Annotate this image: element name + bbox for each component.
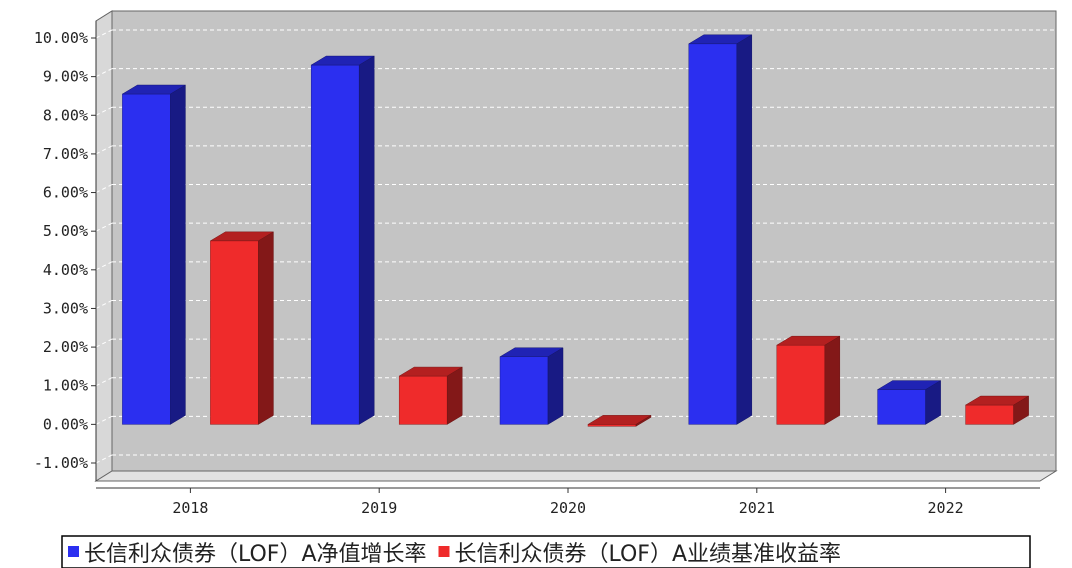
bar-side [170, 84, 186, 425]
y-tick-label: 4.00% [43, 261, 88, 279]
y-tick-label: -1.00% [34, 454, 88, 472]
x-axis: 2018 2019 2020 2021 2022 [96, 487, 1040, 517]
y-tick-label: 1.00% [43, 377, 88, 395]
bar-front [398, 375, 448, 425]
bar-front [776, 344, 826, 425]
bar-benchmark-2020 [587, 414, 652, 427]
y-tick-label: 0.00% [43, 415, 88, 433]
legend: 长信利众债券（LOF）A净值增长率 长信利众债券（LOF）A业绩基准收益率 [61, 535, 1031, 568]
gridline-side [95, 106, 113, 116]
bar-benchmark-2019 [398, 366, 464, 425]
legend-swatch-0 [68, 546, 79, 557]
bar-nav-growth-2021 [687, 34, 753, 425]
x-tick-label: 2020 [550, 499, 586, 517]
y-tick-label: 5.00% [43, 222, 88, 240]
bar-side [547, 347, 564, 425]
bar-side [258, 231, 274, 425]
legend-label-0: 长信利众债券（LOF）A净值增长率 [84, 542, 427, 567]
y-tick-label: 7.00% [43, 145, 88, 163]
gridline-side [95, 145, 113, 155]
side-wall [95, 10, 113, 482]
legend-label-1: 长信利众债券（LOF）A业绩基准收益率 [455, 542, 842, 567]
bar-side [824, 335, 841, 425]
y-tick-label: 9.00% [43, 68, 88, 86]
gridline-side [95, 300, 113, 309]
bar-front [210, 240, 259, 425]
bar-side [1013, 395, 1029, 425]
gridline-side [95, 338, 113, 348]
bar-nav-growth-2022 [876, 380, 942, 425]
bar-benchmark-2021 [775, 335, 841, 425]
bar-benchmark-2018 [209, 231, 275, 425]
bar-front [877, 389, 926, 425]
bar-front [965, 404, 1014, 425]
y-tick-label: 8.00% [43, 106, 88, 124]
bar-side [736, 34, 753, 425]
gridline-side [95, 222, 113, 232]
bar-nav-growth-2018 [121, 84, 187, 425]
bar-side [446, 366, 463, 425]
x-tick-label: 2022 [928, 499, 964, 517]
y-axis: -1.00% 0.00% 1.00% 2.00% 3.00% 4.00% 5.00% 6.00… [34, 21, 97, 481]
y-tick-label: 3.00% [43, 299, 88, 317]
bar-side [925, 380, 941, 425]
legend-swatch-1 [438, 546, 450, 557]
bar-side [635, 414, 652, 427]
bars [121, 34, 1030, 427]
bar-front [587, 424, 637, 427]
bar-front [499, 356, 549, 425]
y-tick-label: 6.00% [43, 184, 88, 202]
y-tick-label: 2.00% [43, 338, 88, 356]
bar-nav-growth-2019 [310, 55, 376, 425]
x-tick-label: 2021 [739, 499, 775, 517]
legend-box [61, 535, 1031, 568]
floor [94, 470, 1058, 482]
gridline-side [95, 415, 113, 425]
x-tick-label: 2018 [172, 499, 208, 517]
gridline-side [95, 68, 113, 78]
gridline-side [95, 29, 113, 39]
bar-front [310, 64, 360, 425]
x-tick-label: 2019 [361, 499, 397, 517]
gridline-side [95, 377, 113, 387]
bar-nav-growth-2020 [499, 347, 564, 425]
y-tick-label: 10.00% [34, 29, 88, 47]
gridline-side [95, 261, 113, 271]
bar-side [358, 55, 375, 425]
bar-benchmark-2022 [964, 395, 1030, 425]
gridline-side [95, 454, 113, 464]
gridline-side [95, 184, 113, 193]
bar-front [122, 93, 171, 425]
bar-front [688, 43, 738, 425]
